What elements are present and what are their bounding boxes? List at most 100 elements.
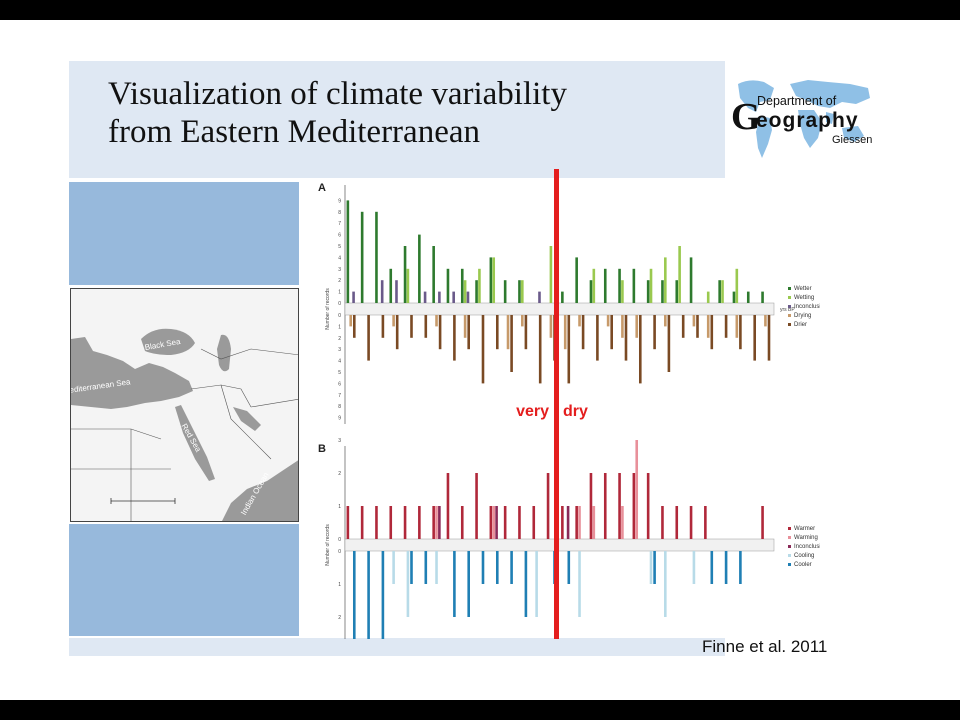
bar xyxy=(667,315,671,372)
bar xyxy=(649,551,653,584)
title-band xyxy=(69,61,725,178)
bar xyxy=(518,280,521,303)
bar xyxy=(578,506,581,539)
bar xyxy=(460,506,464,539)
bar xyxy=(467,551,470,617)
bar xyxy=(753,315,756,361)
bar xyxy=(466,291,470,303)
x-axis-label: yrs BP xyxy=(780,307,795,313)
bar xyxy=(432,506,435,539)
bar xyxy=(578,315,581,327)
bar xyxy=(724,315,728,338)
annotation-dry: dry xyxy=(563,403,588,420)
bar xyxy=(764,315,767,327)
y-tick-label: 5 xyxy=(338,370,341,376)
bar xyxy=(618,473,621,539)
bar xyxy=(463,280,467,303)
y-tick-label: 7 xyxy=(338,221,341,227)
bar xyxy=(360,506,364,539)
logo-city-text: Giessen xyxy=(832,134,873,146)
bar xyxy=(624,315,628,361)
bar xyxy=(618,268,621,303)
legend-swatch xyxy=(788,323,791,326)
bar xyxy=(521,280,524,303)
bar xyxy=(589,473,593,539)
bar xyxy=(475,473,478,539)
bar xyxy=(521,315,524,327)
bar xyxy=(538,291,541,303)
legend-swatch xyxy=(788,296,791,299)
bar xyxy=(732,291,736,303)
bar xyxy=(492,506,496,539)
bar xyxy=(381,551,385,639)
bar xyxy=(367,551,370,639)
bar xyxy=(589,280,593,303)
bar xyxy=(661,280,664,303)
legend-entry: Cooling xyxy=(794,553,814,559)
bar xyxy=(518,506,521,539)
bar xyxy=(578,551,581,617)
bar xyxy=(561,291,564,303)
department-logo: Department of G eography Giessen xyxy=(730,78,875,164)
bar xyxy=(346,506,350,539)
y-tick-label: 7 xyxy=(338,393,341,399)
bar xyxy=(638,315,642,384)
y-tick-label: 0 xyxy=(338,537,341,543)
y-tick-label: 4 xyxy=(338,359,341,365)
legend-entry: Inconclusive/ average xyxy=(794,304,820,310)
legend-swatch xyxy=(788,554,791,557)
y-tick-label: 6 xyxy=(338,233,341,239)
bar xyxy=(423,291,427,303)
bar xyxy=(424,315,428,338)
bar xyxy=(575,257,578,303)
bar xyxy=(432,246,435,303)
bar xyxy=(710,315,714,350)
bar xyxy=(435,506,438,539)
bar xyxy=(606,315,610,327)
bar xyxy=(438,315,442,350)
bar xyxy=(375,211,378,303)
mediterranean-sea-shape xyxy=(71,337,193,409)
bar xyxy=(352,291,355,303)
y-tick-label: 0 xyxy=(338,301,341,307)
bar xyxy=(406,551,410,617)
very-dry-marker: very dry xyxy=(516,169,588,639)
bar xyxy=(367,315,370,361)
bar xyxy=(549,246,553,303)
bar xyxy=(575,506,578,539)
legend-entry: Drying xyxy=(794,313,811,319)
bar xyxy=(410,315,413,338)
panel-letter: B xyxy=(318,443,326,455)
bar xyxy=(610,315,613,350)
red-sea-shape xyxy=(175,405,215,481)
bar xyxy=(664,551,667,617)
y-tick-label: 1 xyxy=(338,290,341,296)
bar xyxy=(746,291,750,303)
annotation-very: very xyxy=(516,403,549,420)
bar xyxy=(689,257,693,303)
bar xyxy=(563,315,567,350)
bar xyxy=(453,315,456,361)
y-tick-label: 8 xyxy=(338,404,341,410)
y-tick-label: 2 xyxy=(338,471,341,477)
bar xyxy=(721,280,724,303)
bar xyxy=(664,257,667,303)
bar xyxy=(524,551,528,617)
legend-entry: Inconclusive/ average xyxy=(794,544,820,550)
bar xyxy=(510,551,513,584)
bar xyxy=(632,473,636,539)
bar xyxy=(418,506,421,539)
bar xyxy=(696,315,699,338)
legend-entry: Wetting xyxy=(794,295,814,301)
legend-entry: Cooler xyxy=(794,562,812,568)
legend-swatch xyxy=(788,287,791,290)
legend-swatch xyxy=(788,305,791,308)
bar xyxy=(392,315,395,327)
legend-entry: Warming xyxy=(794,535,818,541)
indian-ocean-shape xyxy=(222,460,298,521)
bar xyxy=(538,315,542,384)
bar xyxy=(495,551,499,584)
title-line-2: from Eastern Mediterranean xyxy=(108,114,480,150)
bar xyxy=(495,315,499,350)
y-axis-label: Number of records xyxy=(325,288,331,330)
